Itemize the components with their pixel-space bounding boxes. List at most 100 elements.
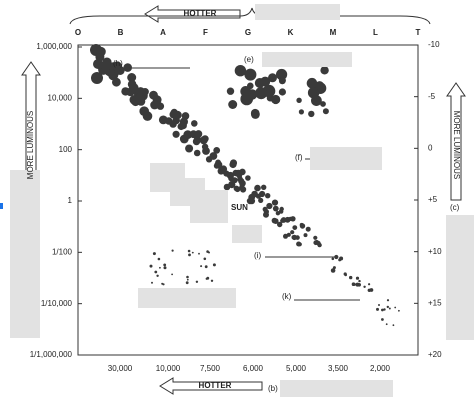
star [91, 72, 103, 84]
right-tick-label: 0 [428, 143, 433, 152]
label: (e) [244, 55, 254, 64]
star [112, 61, 122, 71]
star [381, 308, 384, 312]
top-tick-label: A [160, 28, 166, 37]
star [398, 309, 400, 312]
star [330, 268, 336, 273]
top-tick-label: O [75, 28, 81, 37]
bottom-arrow [159, 377, 263, 395]
star [240, 92, 253, 106]
star [139, 106, 149, 116]
star [378, 304, 380, 306]
star [265, 193, 271, 199]
star [320, 101, 326, 107]
star [392, 324, 395, 327]
star [157, 257, 161, 261]
star [332, 266, 336, 270]
star [296, 97, 302, 104]
top-tick-label: F [203, 28, 208, 37]
star [291, 235, 296, 240]
star [297, 242, 302, 247]
star [200, 265, 203, 268]
star [187, 249, 191, 253]
bottom-tick-label: 7,500 [200, 364, 221, 373]
star [298, 109, 304, 115]
star [367, 288, 371, 292]
star [206, 276, 210, 280]
star [255, 87, 268, 100]
star [385, 323, 388, 326]
top-tick-label: L [373, 28, 378, 37]
left-tick-label: 10,000 [48, 93, 73, 102]
bottom-tick-label: 2,000 [370, 364, 391, 373]
star [320, 66, 329, 75]
arrow-label: HOTTER [199, 381, 232, 390]
left-tick-label: 1,000,000 [36, 42, 72, 51]
star [358, 279, 361, 283]
sun-label: SUN [231, 203, 248, 212]
star [258, 197, 264, 203]
star [121, 87, 130, 96]
star [357, 283, 362, 287]
star [279, 78, 286, 85]
star [233, 185, 240, 192]
star [306, 77, 318, 89]
star [254, 184, 261, 192]
star [230, 160, 237, 167]
star [290, 230, 295, 235]
top-tick-label: M [330, 28, 337, 37]
star [171, 273, 174, 276]
star [123, 63, 132, 72]
star [162, 283, 165, 286]
axis-labels [78, 44, 418, 356]
right-tick-label: +20 [428, 350, 442, 359]
top-tick-label: B [118, 28, 124, 37]
brace [69, 7, 431, 25]
star [311, 95, 322, 106]
star [96, 46, 106, 57]
star [191, 251, 194, 254]
left-tick-label: 1/10,000 [41, 299, 73, 308]
star [363, 285, 366, 288]
star [194, 130, 203, 138]
star [339, 256, 344, 261]
star [209, 152, 218, 160]
star [206, 250, 209, 253]
star [239, 184, 245, 191]
star [303, 233, 308, 238]
top-tick-label: T [416, 28, 421, 37]
left-tick-label: 1/1,000,000 [30, 350, 73, 359]
star [266, 202, 273, 210]
star [351, 282, 356, 287]
star [156, 274, 159, 277]
star [331, 257, 335, 261]
star [386, 305, 389, 309]
star [188, 253, 191, 257]
right-tick-label: -10 [428, 40, 440, 49]
axis-title: MORE LUMINOUS [26, 111, 35, 179]
star [276, 68, 288, 81]
right-tick-label: +5 [428, 195, 438, 204]
label: (c) [450, 203, 460, 212]
bottom-tick-label: 30,000 [108, 364, 133, 373]
star [201, 143, 209, 150]
star [165, 117, 173, 125]
stars [90, 44, 400, 327]
star [245, 175, 251, 181]
left-tick-label: 1/100 [52, 247, 73, 256]
star [376, 307, 379, 311]
star [263, 209, 269, 215]
star [228, 100, 238, 109]
left-tick-label: 100 [59, 145, 73, 154]
star [112, 77, 121, 87]
star [150, 100, 160, 110]
star [313, 240, 319, 246]
right-tick-label: +15 [428, 298, 442, 307]
star [308, 110, 315, 118]
star [185, 144, 194, 153]
right-tick-label: -5 [428, 92, 436, 101]
star [172, 130, 180, 138]
star [334, 254, 339, 260]
bottom-tick-label: 10,000 [156, 364, 181, 373]
star [315, 81, 325, 91]
